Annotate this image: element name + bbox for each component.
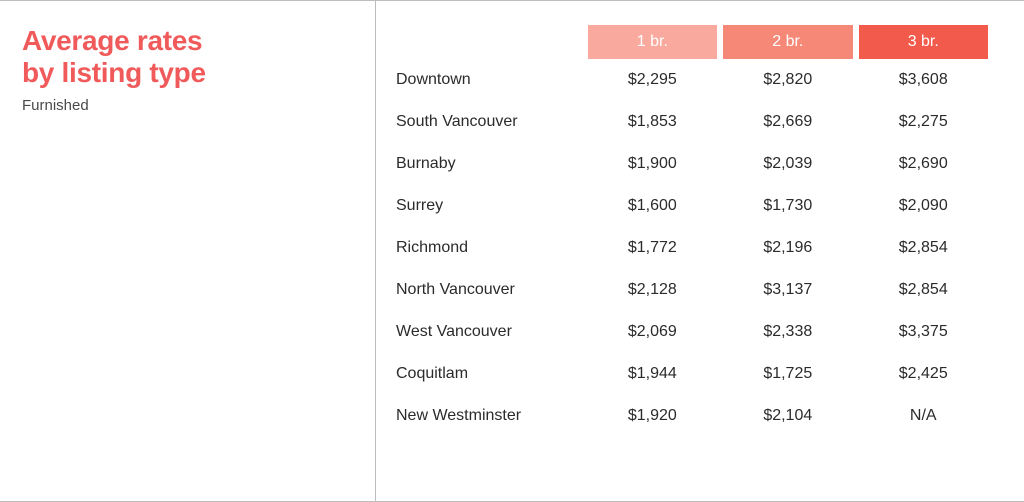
rates-panel: Average rates by listing type Furnished … bbox=[0, 0, 1024, 502]
header-spacer bbox=[392, 25, 582, 59]
col-header-1br: 1 br. bbox=[588, 25, 717, 59]
row-label: West Vancouver bbox=[392, 311, 582, 353]
title-line-1: Average rates bbox=[22, 25, 202, 56]
left-column: Average rates by listing type Furnished bbox=[0, 1, 376, 501]
cell: $2,090 bbox=[859, 185, 988, 227]
cell: $2,854 bbox=[859, 227, 988, 269]
table-row: Coquitlam $1,944 $1,725 $2,425 bbox=[392, 353, 988, 395]
cell: $2,104 bbox=[723, 395, 852, 437]
panel-subtitle: Furnished bbox=[22, 97, 355, 114]
cell: $1,730 bbox=[723, 185, 852, 227]
cell: $1,944 bbox=[588, 353, 717, 395]
col-header-2br: 2 br. bbox=[723, 25, 852, 59]
cell: $2,128 bbox=[588, 269, 717, 311]
cell: $1,725 bbox=[723, 353, 852, 395]
cell: $2,338 bbox=[723, 311, 852, 353]
cell: $1,772 bbox=[588, 227, 717, 269]
table-row: New Westminster $1,920 $2,104 N/A bbox=[392, 395, 988, 437]
panel-title: Average rates by listing type bbox=[22, 25, 355, 89]
row-label: Downtown bbox=[392, 59, 582, 101]
cell: $2,196 bbox=[723, 227, 852, 269]
cell: $3,137 bbox=[723, 269, 852, 311]
row-label: Richmond bbox=[392, 227, 582, 269]
row-label: North Vancouver bbox=[392, 269, 582, 311]
table-body: Downtown $2,295 $2,820 $3,608 South Vanc… bbox=[392, 59, 988, 437]
table-row: Surrey $1,600 $1,730 $2,090 bbox=[392, 185, 988, 227]
table-row: Burnaby $1,900 $2,039 $2,690 bbox=[392, 143, 988, 185]
title-line-2: by listing type bbox=[22, 57, 206, 88]
cell: $1,600 bbox=[588, 185, 717, 227]
cell: $1,900 bbox=[588, 143, 717, 185]
row-label: Burnaby bbox=[392, 143, 582, 185]
cell: $2,069 bbox=[588, 311, 717, 353]
col-header-3br: 3 br. bbox=[859, 25, 988, 59]
cell: $2,669 bbox=[723, 101, 852, 143]
table-row: South Vancouver $1,853 $2,669 $2,275 bbox=[392, 101, 988, 143]
cell: $2,295 bbox=[588, 59, 717, 101]
row-label: Coquitlam bbox=[392, 353, 582, 395]
table-row: Richmond $1,772 $2,196 $2,854 bbox=[392, 227, 988, 269]
table-row: Downtown $2,295 $2,820 $3,608 bbox=[392, 59, 988, 101]
cell: $1,853 bbox=[588, 101, 717, 143]
cell: $2,039 bbox=[723, 143, 852, 185]
table-row: North Vancouver $2,128 $3,137 $2,854 bbox=[392, 269, 988, 311]
cell: $2,854 bbox=[859, 269, 988, 311]
table-row: West Vancouver $2,069 $2,338 $3,375 bbox=[392, 311, 988, 353]
row-label: South Vancouver bbox=[392, 101, 582, 143]
cell: $3,375 bbox=[859, 311, 988, 353]
cell: $3,608 bbox=[859, 59, 988, 101]
right-column: 1 br. 2 br. 3 br. Downtown $2,295 $2,820… bbox=[376, 1, 1024, 501]
cell: $2,820 bbox=[723, 59, 852, 101]
rates-table: 1 br. 2 br. 3 br. Downtown $2,295 $2,820… bbox=[386, 25, 994, 437]
cell: $2,275 bbox=[859, 101, 988, 143]
row-label: New Westminster bbox=[392, 395, 582, 437]
table-header-row: 1 br. 2 br. 3 br. bbox=[392, 25, 988, 59]
cell: $2,690 bbox=[859, 143, 988, 185]
cell: N/A bbox=[859, 395, 988, 437]
cell: $2,425 bbox=[859, 353, 988, 395]
cell: $1,920 bbox=[588, 395, 717, 437]
row-label: Surrey bbox=[392, 185, 582, 227]
